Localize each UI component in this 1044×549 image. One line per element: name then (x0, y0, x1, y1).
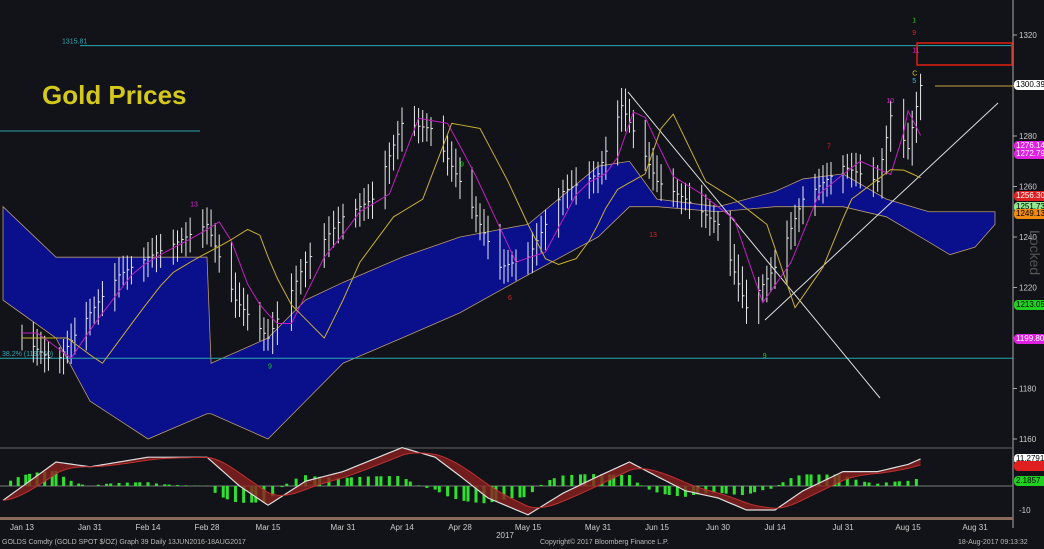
price-last-value-tag: 1213.05 (1014, 300, 1044, 311)
td-count-label: 7 (827, 144, 831, 151)
y-tick-label: -10 (1019, 506, 1031, 515)
price-last-value-tag: 1249.13 (1014, 208, 1044, 219)
oscillator-line (2, 446, 921, 516)
x-tick-label: Jul 14 (764, 523, 786, 532)
td-count-label: 5 (912, 78, 916, 85)
level-label: 38.2% (1197.60) (2, 351, 53, 358)
x-tick-label: Feb 14 (136, 523, 161, 532)
x-tick-label: Apr 28 (448, 523, 472, 532)
x-tick-label: Jun 15 (645, 523, 670, 532)
watermark: Locked (1027, 230, 1043, 275)
level-label: 1315.81 (62, 39, 87, 46)
signal-line (2, 452, 921, 509)
x-tick-label: Jun 30 (706, 523, 731, 532)
x-tick-label: Aug 15 (895, 523, 921, 532)
footer-security: GOLDS Comdty (GOLD SPOT $/OZ) Graph 39 D… (2, 539, 246, 546)
footer-copyright: Copyright© 2017 Bloomberg Finance L.P. (540, 539, 669, 546)
td-count-label: 13 (190, 202, 198, 209)
year-label: 2017 (496, 531, 514, 540)
y-tick-label: 1220 (1019, 284, 1037, 293)
price-last-value-tag: 1251.73 (1014, 202, 1044, 213)
x-tick-label: May 15 (515, 523, 542, 532)
base-line (22, 113, 921, 364)
x-tick-label: Feb 28 (195, 523, 220, 532)
price-last-value-tag: 1300.39 (1014, 79, 1044, 90)
ichimoku-cloud (2, 160, 996, 440)
x-tick-label: Mar 15 (256, 523, 281, 532)
x-tick-label: Jul 31 (832, 523, 854, 532)
td-count-label: 13 (649, 232, 657, 239)
y-tick-label: 1260 (1019, 183, 1037, 192)
td-count-label: C (912, 70, 917, 77)
td-count-label: 6 (508, 295, 512, 302)
x-tick-label: Apr 14 (390, 523, 414, 532)
oscillator-last-value-tag: 11.2791 (1014, 453, 1044, 464)
td-count-label: 10 (886, 98, 894, 105)
price-last-value-tag: 1276.14 (1014, 140, 1044, 151)
price-last-value-tag: 1199.80 (1014, 333, 1044, 344)
y-tick-label: 1280 (1019, 132, 1037, 141)
x-tick-label: May 31 (585, 523, 612, 532)
uptrend-line (764, 102, 999, 321)
x-tick-label: Aug 31 (962, 523, 988, 532)
td-count-label: 9 (268, 363, 272, 370)
y-tick-label: 1160 (1019, 435, 1037, 444)
axis-band (0, 517, 1013, 520)
x-axis: Jan 13 Jan 31 Feb 14 Feb 28 Mar 15 Mar 31 Apr … (0, 517, 1013, 540)
td-count-label: 1 (912, 17, 916, 24)
x-tick-label: Jan 13 (10, 523, 35, 532)
downtrend-line (627, 91, 881, 399)
y-tick-label: 1240 (1019, 233, 1037, 242)
conversion-line (22, 109, 922, 359)
highlight-box (916, 42, 1013, 66)
price-panel: 1315.81 38.2% (1197.60) 13 9 9 6 13 9 7 10 1 9 11 C5 1… (0, 0, 1043, 528)
footer-timestamp: 18-Aug-2017 09:13:32 (958, 539, 1028, 546)
td-count-label: 9 (460, 161, 464, 168)
price-last-value-tag: 1256.30 (1014, 190, 1044, 201)
td-count-label: 11 (912, 48, 919, 55)
td-count-label: 9 (763, 353, 767, 360)
chart-title: Gold Prices (42, 80, 187, 110)
x-tick-label: Mar 31 (331, 523, 356, 532)
td-count-label: 9 (912, 30, 916, 37)
x-tick-label: Jan 31 (78, 523, 103, 532)
oscillator-last-value-tag: 2.1857 (1014, 475, 1044, 486)
oscillator-last-value-tag (1014, 460, 1044, 471)
price-last-value-tag: 1272.79 (1014, 149, 1044, 160)
y-tick-label: 1320 (1019, 31, 1037, 40)
oscillator-panel: -10 (0, 446, 1031, 516)
y-tick-label: 1180 (1019, 385, 1037, 394)
